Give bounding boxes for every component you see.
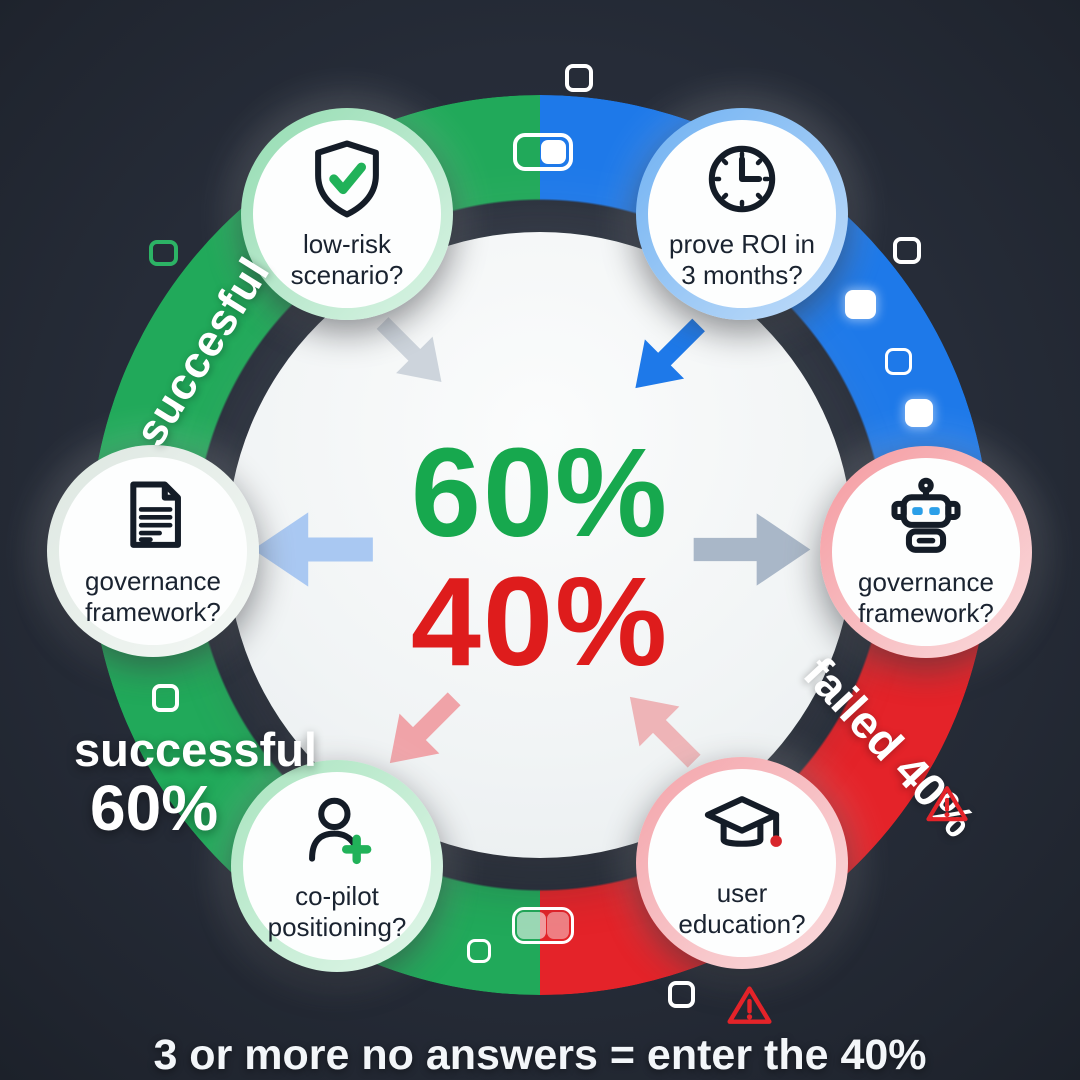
fail-percentage: 40% — [410, 551, 670, 692]
deco-square-icon — [467, 939, 491, 963]
deco-square-icon — [668, 981, 695, 1008]
node-label-line2: education? — [678, 909, 806, 939]
node-label: governance framework? — [85, 566, 221, 627]
node-co-pilot: co-pilot positioning? — [231, 760, 443, 972]
deco-square-icon — [565, 64, 593, 92]
node-low-risk-inner: low-risk scenario? — [253, 120, 441, 308]
node-prove-roi-inner: prove ROI in 3 months? — [648, 120, 836, 308]
node-label-line1: governance — [85, 566, 221, 597]
deco-square-icon — [149, 240, 178, 266]
warning-icon — [727, 986, 772, 1024]
node-label-line2: framework? — [858, 598, 994, 628]
node-co-pilot-inner: co-pilot positioning? — [243, 772, 431, 960]
deco-square-icon — [845, 290, 876, 319]
side-label-successful-60: successful 60% — [74, 723, 317, 844]
shield-check-icon — [315, 140, 379, 218]
node-label-line1: governance — [858, 567, 994, 598]
node-label: governance framework? — [858, 567, 994, 628]
node-low-risk-scenario: low-risk scenario? — [241, 108, 453, 320]
toggle-knob — [517, 912, 546, 939]
clock-icon — [708, 146, 776, 213]
flow-arrow-right — [693, 511, 811, 588]
node-governance-right-inner: governance framework? — [832, 458, 1020, 646]
side-label-line1: successful — [74, 723, 317, 776]
node-user-education: user education? — [636, 757, 848, 969]
node-label-line2: framework? — [85, 597, 221, 627]
node-user-education-inner: user education? — [648, 769, 836, 957]
node-governance-left-inner: governance framework? — [59, 457, 247, 645]
deco-square-icon — [893, 237, 921, 264]
flow-arrow-down-left — [614, 304, 719, 409]
warning-icon — [926, 786, 968, 822]
node-prove-roi: prove ROI in 3 months? — [636, 108, 848, 320]
node-label-line1: co-pilot — [295, 881, 379, 912]
node-label: prove ROI in 3 months? — [669, 229, 815, 290]
deco-square-icon — [905, 399, 933, 427]
person-plus-icon — [309, 798, 372, 865]
robot-icon — [891, 478, 961, 554]
flow-arrow-up-left-pink — [608, 675, 715, 782]
toggle-knob — [541, 140, 566, 164]
node-label: user education? — [678, 878, 805, 939]
flow-arrow-down-right — [363, 303, 461, 401]
toggle-indicator-bottom — [512, 907, 574, 944]
node-label: co-pilot positioning? — [268, 881, 407, 942]
document-icon — [130, 481, 181, 549]
node-governance-left: governance framework? — [47, 445, 259, 657]
success-percentage: 60% — [410, 422, 670, 564]
node-label-line2: scenario? — [290, 260, 404, 290]
node-label-line2: 3 months? — [681, 260, 803, 290]
deco-square-icon — [152, 684, 179, 712]
node-governance-right: governance framework? — [820, 446, 1032, 658]
flow-arrow-left — [253, 510, 373, 589]
toggle-indicator-top — [513, 133, 573, 171]
graduation-cap-icon — [704, 796, 782, 848]
side-label-line2: 60% — [90, 771, 219, 844]
toggle-knob — [547, 912, 569, 939]
node-label-line1: low-risk — [302, 229, 392, 260]
caption-rule: 3 or more no answers = enter the 40% — [153, 1031, 927, 1079]
node-label-line2: positioning? — [267, 912, 407, 942]
node-label-line1: prove ROI in — [669, 229, 815, 260]
deco-square-icon — [885, 348, 912, 375]
node-label: low-risk scenario? — [291, 229, 404, 290]
node-label-line1: user — [716, 878, 768, 909]
flow-arrow-down-left-pink — [368, 677, 475, 784]
